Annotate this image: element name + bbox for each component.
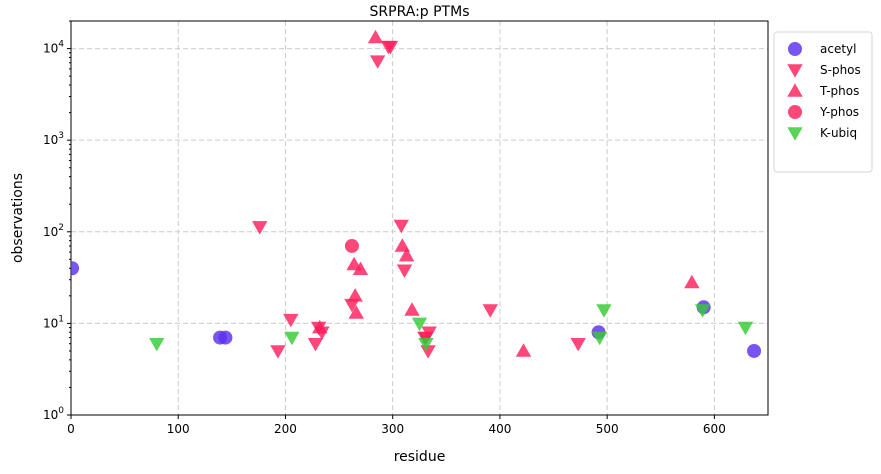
y-tick-label: 100 (43, 406, 64, 422)
s-phos-point (570, 337, 586, 352)
s-phos-point (270, 345, 286, 359)
k-ubiq-point (591, 331, 608, 346)
x-tick-label: 300 (381, 422, 404, 436)
s-phos-point (420, 345, 436, 359)
x-tick-label: 600 (703, 422, 726, 436)
legend-label-k-ubiq: K-ubiq (820, 126, 857, 140)
legend-marker-k-ubiq (787, 127, 803, 141)
s-phos-point (344, 298, 360, 313)
k-ubiq-point (596, 304, 612, 318)
legend-marker-t-phos (787, 83, 803, 97)
s-phos-point (252, 221, 268, 235)
acetyl-point (218, 330, 233, 345)
legend-label-s-phos: S-phos (820, 63, 861, 77)
t-phos-point (348, 305, 364, 319)
y-axis-title: observations (10, 173, 26, 263)
k-ubiq-point (694, 304, 711, 318)
legend-label-t-phos: T-phos (819, 84, 859, 98)
s-phos-point (482, 304, 498, 318)
legend-marker-y-phos (788, 105, 802, 119)
t-phos-point (312, 319, 328, 334)
legend: acetyl S-phos T-phos Y-phos K-ubiq (773, 31, 873, 173)
t-phos-point (404, 302, 420, 316)
grid-lines (70, 21, 768, 416)
legend-label-acetyl: acetyl (820, 42, 856, 56)
acetyl-point (71, 261, 80, 276)
x-tick-label: 500 (596, 422, 619, 436)
acetyl-point (747, 343, 762, 358)
chart-title: SRPRA:p PTMs (370, 4, 470, 20)
x-tick-label: 400 (488, 422, 511, 436)
legend-marker-s-phos (787, 64, 803, 78)
s-phos-point (393, 219, 409, 234)
t-phos-point (394, 238, 411, 252)
t-phos-point (352, 261, 369, 276)
t-phos-point (347, 288, 363, 302)
y-tick-label: 104 (43, 40, 64, 56)
t-phos-point (367, 29, 384, 44)
k-ubiq-point (411, 317, 428, 332)
x-tick-label: 200 (274, 422, 297, 436)
x-tick-label: 100 (167, 422, 190, 436)
y-phos-point (344, 238, 359, 253)
x-axis-title: residue (394, 449, 446, 465)
s-phos-point (369, 55, 386, 69)
t-phos-point (684, 274, 700, 289)
k-ubiq-point (149, 337, 165, 352)
s-phos-point (307, 337, 324, 352)
s-phos-point (396, 264, 413, 278)
s-phos-point (283, 313, 299, 328)
y-tick-label: 103 (43, 131, 64, 147)
legend-marker-acetyl (788, 42, 802, 56)
k-ubiq-point (418, 337, 434, 352)
plot-area-frame (70, 20, 769, 416)
y-tick-label: 102 (43, 223, 64, 239)
t-phos-point (398, 247, 415, 262)
s-phos-point (421, 326, 437, 340)
legend-label-y-phos: Y-phos (819, 105, 859, 119)
s-phos-point (382, 40, 399, 55)
data-markers (71, 29, 762, 359)
y-tick-label: 101 (43, 314, 64, 330)
x-tick-label: 0 (67, 422, 75, 436)
k-ubiq-point (737, 321, 754, 336)
t-phos-point (515, 343, 532, 357)
k-ubiq-point (284, 331, 300, 346)
